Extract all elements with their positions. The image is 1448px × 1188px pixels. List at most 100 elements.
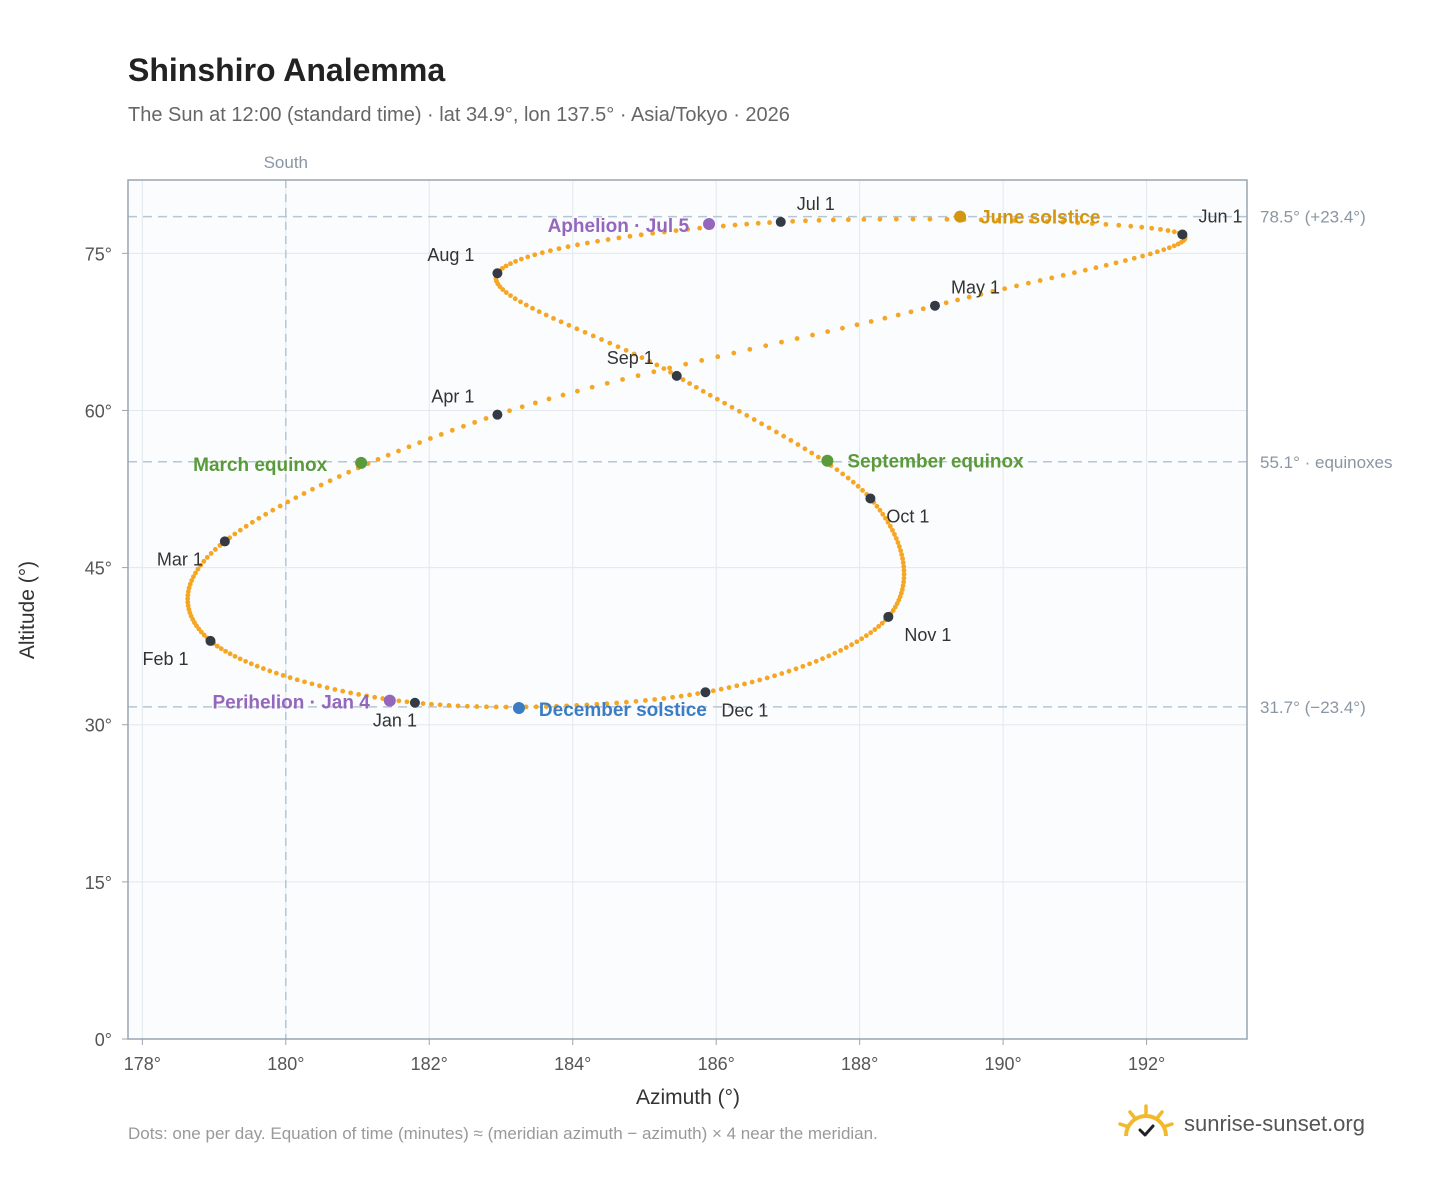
- day-dot: [995, 217, 1001, 223]
- day-dot: [385, 452, 391, 458]
- day-dot: [667, 365, 673, 371]
- day-dot: [1103, 221, 1109, 227]
- day-dot: [1154, 249, 1160, 255]
- month-marker: [671, 370, 682, 381]
- day-dot: [927, 216, 933, 222]
- day-dot: [654, 362, 660, 368]
- day-dot: [900, 560, 906, 565]
- day-dot: [437, 702, 443, 708]
- day-dot: [883, 515, 888, 521]
- day-dot: [1025, 280, 1031, 286]
- day-dot: [214, 643, 220, 649]
- day-dot: [193, 570, 198, 576]
- day-dot: [879, 620, 885, 626]
- day-dot: [815, 454, 821, 460]
- day-dot: [794, 336, 800, 341]
- day-dot: [877, 507, 883, 513]
- event-marker-label: March equinox: [193, 455, 328, 476]
- day-dot: [802, 446, 808, 452]
- month-marker: [1177, 229, 1188, 240]
- event-marker: [703, 217, 716, 230]
- day-dot: [843, 645, 849, 650]
- day-dot: [793, 666, 799, 672]
- day-dot: [699, 358, 705, 363]
- day-dot: [1158, 226, 1163, 232]
- day-dot: [700, 388, 706, 394]
- day-dot: [734, 683, 740, 689]
- day-dot: [1113, 260, 1119, 266]
- footnote: Dots: one per day. Equation of time (min…: [128, 1124, 878, 1143]
- day-dot: [714, 396, 720, 402]
- day-dot: [892, 532, 897, 537]
- day-dot: [1028, 218, 1034, 224]
- day-dot: [513, 258, 518, 264]
- day-dot: [893, 216, 899, 222]
- brand-logo[interactable]: sunrise-sunset.org: [1118, 1102, 1365, 1146]
- day-dot: [1103, 262, 1109, 268]
- day-dot: [551, 315, 556, 321]
- day-dot: [877, 216, 883, 222]
- day-dot: [523, 302, 529, 308]
- month-marker: [409, 697, 420, 708]
- day-dot: [556, 246, 562, 252]
- day-dot: [650, 230, 656, 236]
- day-dot: [237, 527, 243, 533]
- day-dot: [1147, 251, 1153, 257]
- day-dot: [755, 220, 761, 226]
- day-dot: [1165, 228, 1171, 233]
- day-dot: [1014, 283, 1019, 289]
- sun-logo-icon: [1118, 1104, 1174, 1137]
- day-dot: [293, 495, 299, 501]
- day-dot: [901, 579, 907, 585]
- day-dot: [744, 413, 750, 418]
- brand-name: sunrise-sunset.org: [1184, 1111, 1365, 1136]
- day-dot: [813, 658, 819, 664]
- day-dot: [826, 653, 832, 659]
- y-tick-label: 75°: [85, 244, 112, 264]
- day-dot: [840, 325, 845, 331]
- day-dot: [849, 642, 855, 648]
- y-tick-label: 60°: [85, 401, 112, 421]
- day-dot: [543, 704, 549, 709]
- day-dot: [277, 503, 283, 509]
- day-dot: [186, 585, 192, 591]
- day-dot: [908, 309, 914, 315]
- day-dot: [260, 666, 266, 671]
- day-dot: [978, 291, 984, 297]
- day-dot: [838, 648, 844, 653]
- day-dot: [744, 221, 750, 227]
- day-dot: [317, 683, 322, 689]
- day-dot: [285, 499, 291, 505]
- day-dot: [404, 699, 410, 705]
- x-tick-label: 186°: [698, 1054, 735, 1074]
- day-dot: [507, 408, 512, 414]
- day-dot: [786, 668, 792, 674]
- day-dot: [604, 380, 610, 386]
- chart-subtitle: The Sun at 12:00 (standard time) · lat 3…: [128, 104, 790, 126]
- day-dot: [825, 329, 831, 334]
- day-dot: [607, 340, 613, 346]
- day-dot: [218, 646, 224, 652]
- day-dot: [1012, 218, 1018, 223]
- day-dot: [900, 583, 906, 589]
- day-dot: [1122, 258, 1128, 263]
- day-dot: [710, 688, 716, 694]
- month-markers: Jan 1 Feb 1 Mar 1 Apr 1 May 1 Jun 1 Jul 1 Aug 1…: [142, 194, 1242, 731]
- day-dot: [375, 457, 381, 462]
- day-dot: [795, 442, 801, 447]
- day-dot: [623, 699, 629, 705]
- day-dot: [185, 589, 191, 595]
- day-dot: [854, 322, 860, 328]
- day-dot: [254, 663, 260, 669]
- day-dot: [1060, 219, 1066, 225]
- day-dot: [243, 658, 248, 664]
- day-dot: [742, 681, 747, 687]
- day-dot: [880, 511, 886, 517]
- day-dot: [263, 511, 269, 517]
- day-dot: [372, 694, 378, 700]
- day-dot: [1149, 225, 1155, 231]
- day-dot: [474, 704, 480, 709]
- event-marker: [383, 694, 396, 707]
- day-dot: [1171, 243, 1177, 249]
- day-dot: [767, 220, 772, 225]
